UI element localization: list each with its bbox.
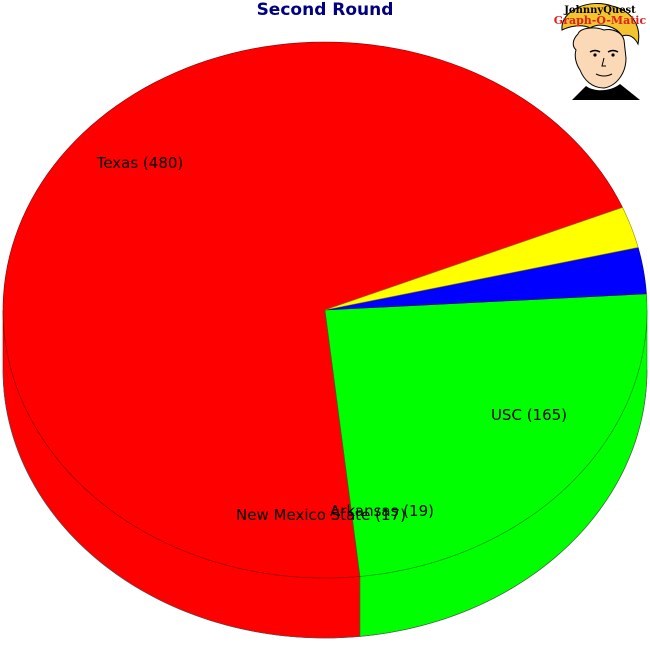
pie-slice-texas-480 [2, 41, 623, 579]
chart-title: Second Round [256, 0, 394, 20]
johnnyquest-logo: JohnnyQuest Graph-O-Matic [550, 0, 650, 100]
pie-slice-usc-165 [324, 293, 648, 577]
slice-label-texas-480: Texas (480) [96, 154, 184, 172]
slice-label-new-mexico-state-17: New Mexico State (17) [236, 506, 406, 524]
pie-tops [2, 41, 648, 579]
slice-label-arkansas-19: Arkansas (19) [330, 502, 434, 520]
pie-slice-arkansas-19 [324, 247, 647, 311]
logo-text-line1: JohnnyQuest [563, 5, 636, 16]
slice-label-usc-165: USC (165) [491, 406, 567, 424]
pie-bottom-rim [2, 369, 648, 639]
pie-slice-new-mexico-state-17 [324, 207, 639, 311]
pie-labels: Texas (480) USC (165) Arkansas (19)New Mex… [96, 154, 567, 524]
logo-text-line2: Graph-O-Matic [554, 14, 647, 27]
